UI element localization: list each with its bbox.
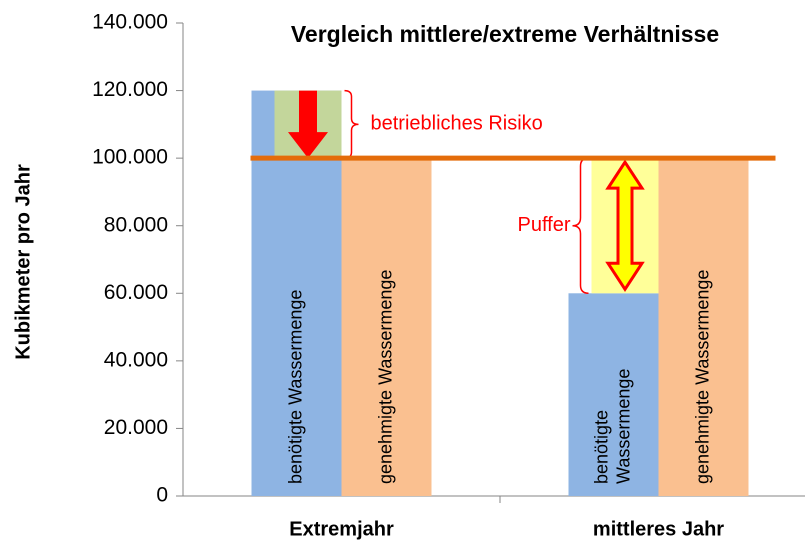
bar-label: benötigte Wassermenge (285, 290, 305, 484)
x-tick-label: Extremjahr (289, 518, 394, 540)
annotation-label: Puffer (518, 214, 571, 236)
y-tick-label: 140.000 (92, 11, 168, 34)
y-tick-label: 120.000 (92, 78, 168, 101)
brace (572, 157, 589, 295)
y-tick-label: 100.000 (92, 146, 168, 169)
bar (568, 293, 659, 496)
brace (344, 89, 359, 159)
bar-label: genehmigte Wassermenge (692, 270, 712, 484)
bar-label: genehmigte Wassermenge (375, 270, 395, 484)
y-tick-label: 60.000 (104, 281, 168, 304)
buffer-arrow (605, 159, 645, 293)
y-tick-label: 20.000 (104, 416, 168, 439)
bar-label: benötigte Wassermenge (591, 369, 633, 484)
y-tick-label: 80.000 (104, 213, 168, 236)
y-axis-title: Kubikmeter pro Jahr (12, 164, 34, 360)
y-tick-label: 40.000 (104, 348, 168, 371)
bar (341, 158, 432, 496)
annotation-label: betriebliches Risiko (371, 113, 543, 135)
chart-title: Vergleich mittlere/extreme Verhältnisse (291, 21, 719, 47)
risk-arrow (288, 90, 328, 159)
bar (658, 158, 749, 496)
x-tick-label: mittleres Jahr (593, 518, 724, 540)
y-tick-label: 0 (156, 484, 168, 507)
